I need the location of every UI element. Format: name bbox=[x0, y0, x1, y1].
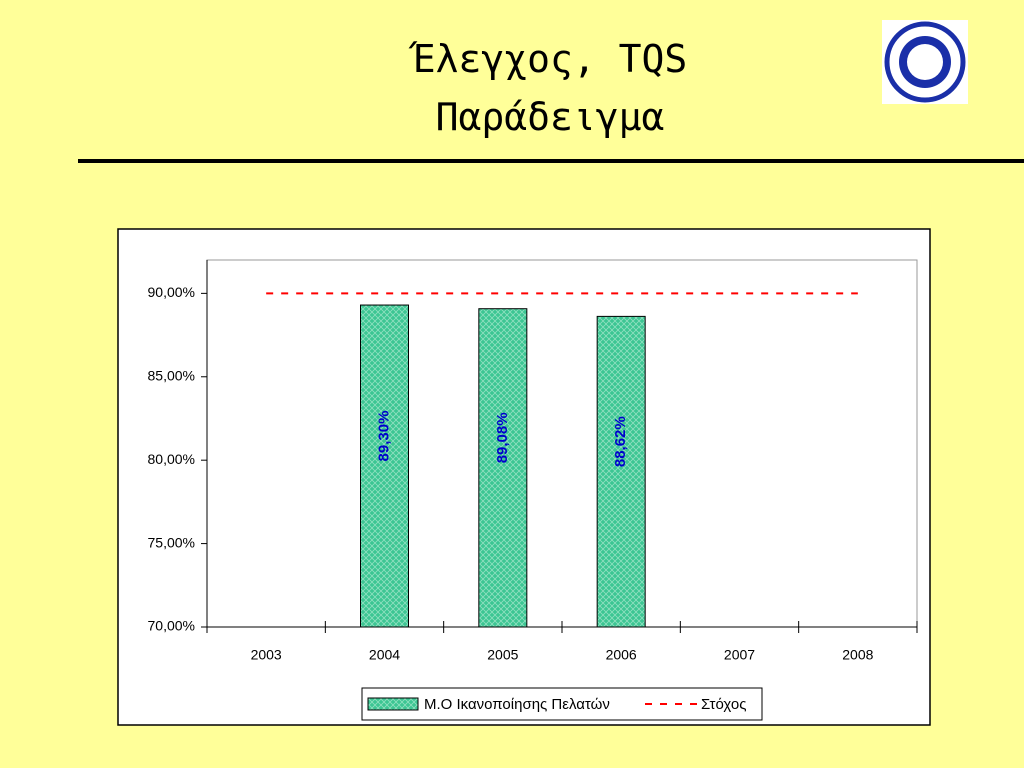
value-label: 89,08% bbox=[494, 412, 511, 463]
x-tick-label: 2008 bbox=[842, 647, 873, 663]
legend-swatch bbox=[367, 697, 419, 711]
x-tick-label: 2004 bbox=[369, 647, 400, 663]
y-tick-label: 75,00% bbox=[148, 534, 195, 550]
x-tick-label: 2007 bbox=[724, 647, 755, 663]
bar bbox=[360, 304, 409, 628]
slide-title: Παράδειγμα bbox=[436, 95, 665, 139]
value-label: 89,30% bbox=[375, 411, 392, 462]
chart: 70,00% 75,00% 80,00% 85,00% 90,00% 2003 2004 20… bbox=[148, 260, 918, 713]
plot-area bbox=[206, 259, 918, 628]
bar bbox=[478, 308, 528, 628]
legend-label: Μ.Ο Ικανοποίησης Πελατών bbox=[424, 696, 610, 713]
y-tick-label: 70,00% bbox=[148, 618, 195, 634]
value-label: 88,62% bbox=[612, 416, 629, 467]
legend-label: Στόχος bbox=[701, 696, 746, 713]
x-tick-label: 2005 bbox=[487, 647, 518, 663]
y-tick-label: 90,00% bbox=[148, 284, 195, 300]
logo bbox=[882, 20, 968, 104]
x-tick-label: 2003 bbox=[251, 647, 282, 663]
x-tick-label: 2006 bbox=[606, 647, 637, 663]
bar bbox=[596, 315, 646, 628]
slide-title: Έλεγχος, TQS bbox=[408, 37, 688, 81]
y-tick-label: 85,00% bbox=[148, 367, 195, 383]
y-tick-label: 80,00% bbox=[148, 451, 195, 467]
